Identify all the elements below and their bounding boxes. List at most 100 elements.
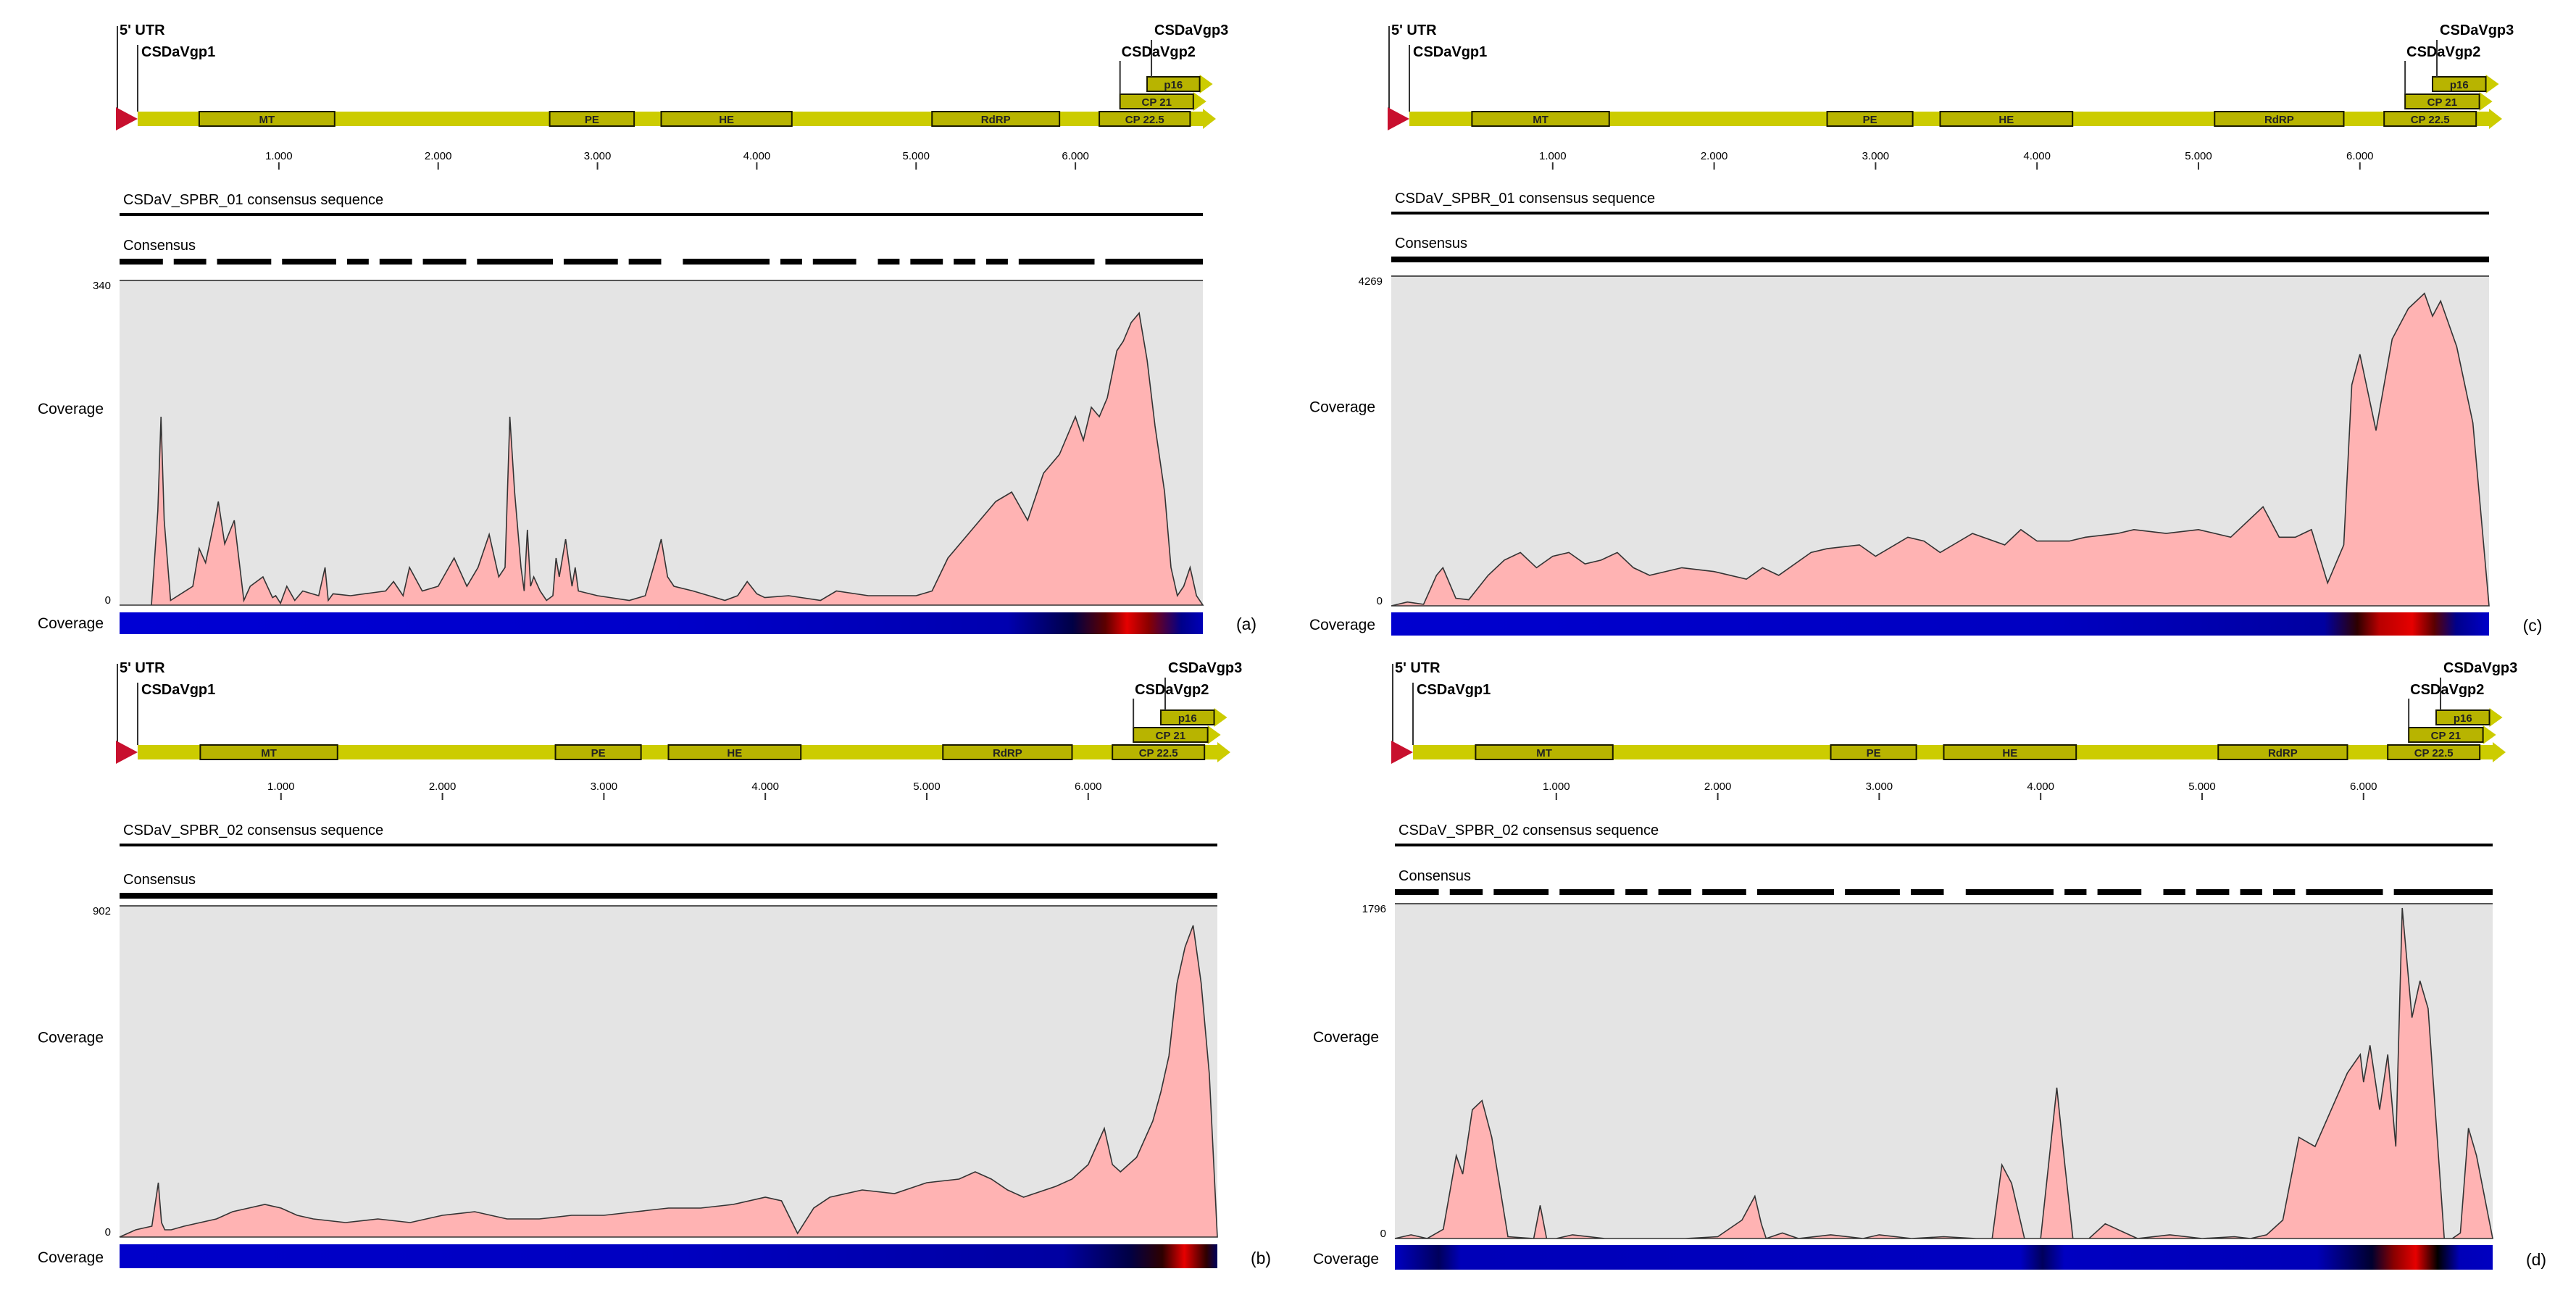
domain-label-rdrp: RdRP [993, 747, 1022, 759]
cp-arrowhead-1 [2483, 725, 2496, 744]
cp-feature-1 [2404, 93, 2480, 109]
cp-feature-label-1: CP 21 [2431, 730, 2461, 742]
coverage-heat-strip [120, 612, 1203, 634]
coverage-area [1394, 907, 2493, 1240]
consensus-label: Consensus [1395, 236, 1467, 251]
coverage-strip-label: Coverage [1313, 1251, 1379, 1267]
consensus-segment [954, 259, 976, 265]
consensus-segment [1911, 889, 1944, 895]
tick-label: 6.000 [2346, 150, 2374, 162]
chart-c: 5' UTR CSDaVgp1 MT PE HE RdRP CP 22.5 CP 21 p16 C… [1309, 22, 2542, 636]
panel-c: 5' UTR CSDaVgp1 MT PE HE RdRP CP 22.5 CP 21 p16 C… [1283, 0, 2576, 645]
tick-label: 1.000 [267, 780, 295, 793]
consensus-segment [563, 259, 618, 265]
coverage-heat-strip [120, 1244, 1217, 1268]
cp-feature-label-2: p16 [2454, 712, 2472, 725]
utr-marker [116, 107, 138, 130]
gene-label-gp2: CSDaVgp2 [2410, 682, 2484, 698]
utr-label: 5' UTR [1391, 22, 1437, 38]
cp-feature-label-1: CP 21 [2427, 96, 2457, 109]
domain-mt [199, 744, 338, 760]
coverage-area [119, 925, 1218, 1238]
chart-b: 5' UTR CSDaVgp1 MT PE HE RdRP CP 22.5 CP 21 p16 C… [38, 660, 1271, 1268]
cp-arrowhead-2 [1214, 708, 1227, 727]
consensus-segment [1559, 889, 1614, 895]
domain-mt [198, 111, 335, 127]
gene-label-gp1: CSDaVgp1 [1417, 682, 1491, 698]
consensus-segment [780, 259, 802, 265]
consensus-segment [1845, 889, 1900, 895]
domain-label-pe: PE [585, 114, 599, 126]
y-min-label: 0 [105, 1226, 111, 1239]
tick-label: 1.000 [1539, 150, 1567, 162]
tick-label: 4.000 [751, 780, 779, 793]
cp-feature-2 [2435, 709, 2490, 725]
consensus-segment [120, 259, 163, 265]
consensus-bar [120, 893, 1217, 899]
consensus-segment [217, 259, 272, 265]
tick-label: 2.000 [1701, 150, 1728, 162]
utr-label: 5' UTR [1395, 660, 1441, 676]
domain-pe [549, 111, 635, 127]
domain-mt [1471, 111, 1610, 127]
cp-arrowhead-2 [2489, 708, 2503, 727]
tick-label: 4.000 [743, 150, 771, 162]
domain-label-pe: PE [591, 747, 606, 759]
panel-letter: (b) [1251, 1249, 1271, 1267]
domain-pe [554, 744, 642, 760]
coverage-area [1391, 292, 2490, 607]
polyprotein-arrowhead [2489, 109, 2502, 129]
tick-label: 5.000 [913, 780, 941, 793]
coverage-strip-label: Coverage [38, 615, 104, 632]
polyprotein-arrowhead [1217, 742, 1230, 762]
gene-label-gp3: CSDaVgp3 [2440, 22, 2514, 38]
y-axis-label: Coverage [38, 401, 104, 417]
consensus-segment [1449, 889, 1483, 895]
utr-label: 5' UTR [120, 22, 165, 38]
chart-d: 5' UTR CSDaVgp1 MT PE HE RdRP CP 22.5 CP 21 p16 C… [1313, 660, 2546, 1270]
coverage-strip-label: Coverage [38, 1249, 104, 1266]
cp-feature-label-0: CP 22.5 [2411, 114, 2450, 126]
consensus-segment [628, 259, 662, 265]
coverage-area [120, 312, 1204, 606]
plot-background [120, 906, 1217, 1237]
cp-arrowhead-1 [1207, 725, 1221, 744]
domain-rdrp [931, 111, 1061, 127]
coverage-heat-strip [1395, 1245, 2493, 1270]
domain-rdrp [942, 744, 1073, 760]
cp-feature-2 [1146, 76, 1201, 92]
consensus-segment [1105, 259, 1203, 265]
tick-label: 2.000 [1704, 780, 1732, 793]
tick-label: 5.000 [2185, 150, 2212, 162]
cp-feature-0 [1099, 111, 1191, 127]
utr-marker [116, 741, 138, 764]
coverage-heat-strip [1391, 612, 2489, 636]
consensus-segment [2240, 889, 2262, 895]
consensus-segment [2393, 889, 2493, 895]
domain-he [667, 744, 802, 760]
domain-label-rdrp: RdRP [981, 114, 1011, 126]
consensus-segment [1658, 889, 1692, 895]
consensus-sequence-title: CSDaV_SPBR_02 consensus sequence [123, 823, 383, 838]
gene-label-gp3: CSDaVgp3 [2443, 660, 2517, 676]
tick-label: 5.000 [2188, 780, 2216, 793]
cp-feature-0 [2383, 111, 2477, 127]
chart-a: 5' UTR CSDaVgp1 MT PE HE RdRP CP 22.5 CP 21 p16 C… [38, 22, 1256, 634]
consensus-segment [878, 259, 900, 265]
utr-marker [1391, 741, 1413, 764]
consensus-bar [1391, 257, 2489, 262]
genome-map: 5' UTR CSDaVgp1 MT PE HE RdRP CP 22.5 CP 21 p16 C… [116, 22, 1228, 170]
consensus-label: Consensus [1399, 868, 1471, 884]
consensus-segment [2097, 889, 2142, 895]
tick-label: 2.000 [429, 780, 457, 793]
consensus-segment [1625, 889, 1648, 895]
cp-feature-label-2: p16 [1164, 79, 1183, 91]
cp-feature-0 [1112, 744, 1206, 760]
domain-label-he: HE [727, 747, 742, 759]
genome-map: 5' UTR CSDaVgp1 MT PE HE RdRP CP 22.5 CP 21 p16 C… [1391, 660, 2517, 800]
domain-label-mt: MT [1533, 114, 1548, 126]
polyprotein-arrowhead [2493, 742, 2506, 762]
domain-label-mt: MT [261, 747, 277, 759]
panel-a: 5' UTR CSDaVgp1 MT PE HE RdRP CP 22.5 CP 21 p16 C… [0, 0, 1279, 645]
consensus-segment [986, 259, 1008, 265]
